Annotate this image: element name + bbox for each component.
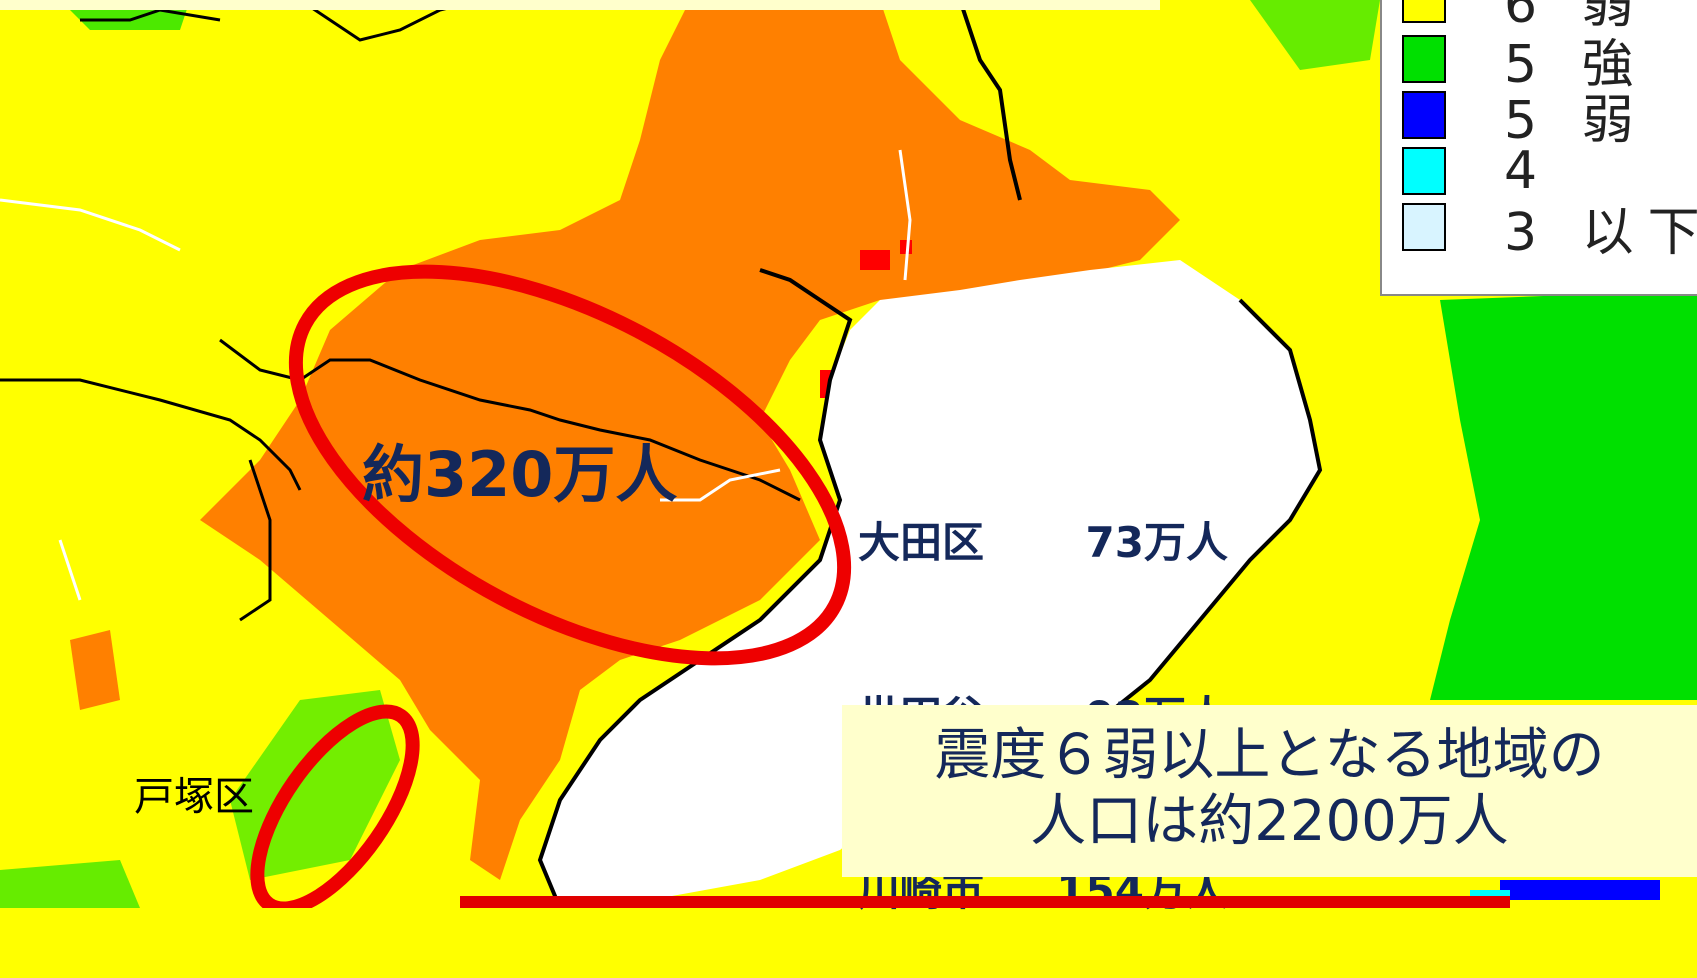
legend-label: 6 弱: [1504, 0, 1648, 35]
population-list: 大田区 73万人 世田谷 92万人 川崎市 154万人: [858, 398, 1228, 978]
legend-label: 3 以下: [1504, 202, 1697, 263]
top-strip: [0, 0, 1160, 10]
bottom-red-bar: [460, 896, 1510, 908]
circle-population-label: 約320万人: [362, 438, 678, 511]
ward-label-totsuka: 戸塚区: [134, 774, 254, 820]
population-area-name: 大田区: [858, 518, 985, 567]
legend-swatch: [1402, 147, 1446, 195]
legend-swatch: [1402, 203, 1446, 251]
population-row: 大田区 73万人: [858, 514, 1228, 572]
legend-swatch: [1402, 35, 1446, 83]
legend-label: 5 弱: [1504, 90, 1648, 151]
intensity-5-lower-area: [1500, 880, 1660, 900]
coastline: [537, 0, 1323, 908]
legend-row-3-or-less: 3 以下: [1402, 202, 1697, 263]
summary-callout: 震度６弱以上となる地域の 人口は約2200万人: [842, 705, 1697, 877]
legend-swatch: [1402, 0, 1446, 23]
highlight-ellipse-kawasaki: [288, 264, 852, 666]
legend-label: 4: [1504, 141, 1552, 201]
legend-row-6-lower: 6 弱: [1402, 0, 1648, 35]
legend-row-5-upper: 5 強: [1402, 34, 1648, 95]
rivers: [0, 149, 912, 601]
population-value: 73万人: [1085, 518, 1228, 567]
callout-line-1: 震度６弱以上となる地域の: [934, 723, 1605, 788]
highlight-ellipse-totsuka: [250, 704, 420, 908]
legend-label: 5 強: [1504, 34, 1648, 95]
tokyo-bay: [540, 260, 1320, 908]
callout-line-2: 人口は約2200万人: [1030, 789, 1509, 854]
intensity-legend: 6 弱 5 強 5 弱 4 3 以下: [1380, 0, 1697, 296]
legend-row-4: 4: [1402, 141, 1551, 201]
city-boundaries: [0, 0, 801, 622]
legend-swatch: [1402, 91, 1446, 139]
intensity-6-upper-areas: [70, 0, 1180, 880]
legend-row-5-lower: 5 弱: [1402, 90, 1648, 151]
